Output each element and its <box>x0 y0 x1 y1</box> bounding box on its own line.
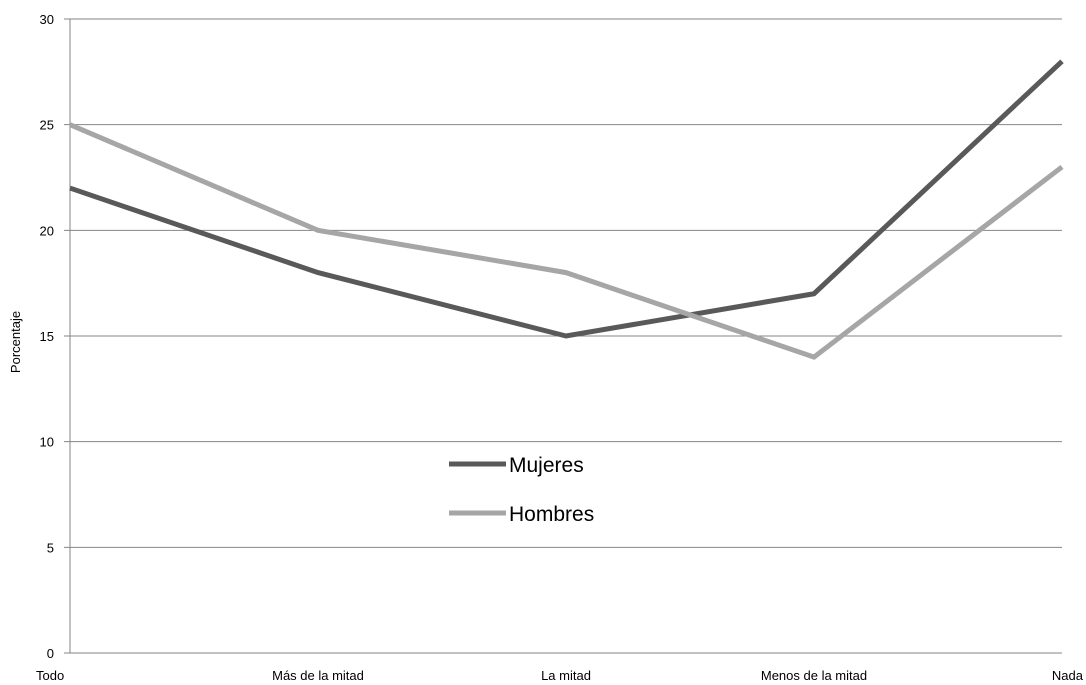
y-axis-title: Porcentaje <box>8 311 23 373</box>
y-tick-label: 25 <box>40 118 54 133</box>
x-tick-label: Todo <box>36 668 64 683</box>
y-tick-label: 30 <box>40 12 54 27</box>
x-tick-label: Más de la mitad <box>272 668 364 683</box>
legend-label-hombres: Hombres <box>509 503 594 526</box>
x-tick-labels: Todo Más de la mitad La mitad Menos de la m… <box>36 668 1084 683</box>
gridlines <box>64 18 1062 654</box>
x-tick-label: Nada <box>1052 668 1084 683</box>
y-tick-label: 15 <box>40 329 54 344</box>
y-tick-label: 5 <box>47 540 54 555</box>
series-lines <box>69 59 1064 360</box>
series-line-mujeres <box>69 59 1064 339</box>
series-line-hombres <box>69 122 1064 360</box>
y-tick-labels: 0 5 10 15 20 25 30 <box>40 12 54 661</box>
y-tick-label: 20 <box>40 223 54 238</box>
x-tick-label: La mitad <box>541 668 591 683</box>
y-tick-label: 10 <box>40 435 54 450</box>
x-tick-label: Menos de la mitad <box>761 668 867 683</box>
legend-label-mujeres: Mujeres <box>509 454 584 477</box>
legend: Mujeres Hombres <box>449 454 594 526</box>
y-tick-label: 0 <box>47 646 54 661</box>
